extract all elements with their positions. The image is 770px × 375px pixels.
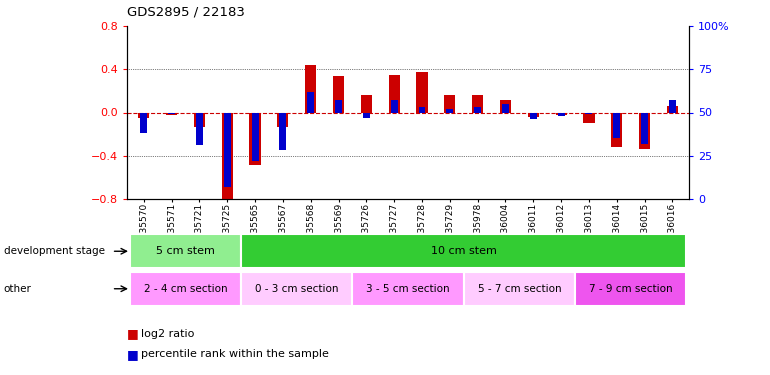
Bar bbox=[447, 109, 454, 112]
Text: 10 cm stem: 10 cm stem bbox=[431, 246, 497, 256]
Bar bbox=[472, 95, 484, 112]
Bar bbox=[194, 112, 205, 126]
Bar bbox=[241, 272, 353, 306]
Bar bbox=[196, 112, 203, 145]
Text: 0 - 3 cm section: 0 - 3 cm section bbox=[255, 284, 339, 294]
Bar bbox=[277, 112, 289, 126]
Bar bbox=[252, 112, 259, 161]
Bar bbox=[417, 72, 427, 112]
Bar bbox=[307, 92, 314, 112]
Text: 3 - 5 cm section: 3 - 5 cm section bbox=[367, 284, 450, 294]
Text: ■: ■ bbox=[127, 327, 142, 340]
Text: log2 ratio: log2 ratio bbox=[141, 329, 194, 339]
Bar bbox=[575, 272, 686, 306]
Bar bbox=[639, 112, 650, 149]
Bar bbox=[280, 112, 286, 150]
Bar bbox=[527, 112, 539, 117]
Bar bbox=[667, 106, 678, 112]
Bar bbox=[557, 112, 564, 116]
Text: percentile rank within the sample: percentile rank within the sample bbox=[141, 350, 329, 359]
Bar bbox=[222, 112, 233, 201]
Text: 2 - 4 cm section: 2 - 4 cm section bbox=[144, 284, 227, 294]
Text: other: other bbox=[4, 284, 32, 294]
Bar bbox=[611, 112, 622, 147]
Bar bbox=[168, 112, 175, 114]
Bar bbox=[249, 112, 260, 165]
Bar bbox=[464, 272, 575, 306]
Bar bbox=[614, 112, 621, 138]
Bar bbox=[353, 272, 464, 306]
Text: development stage: development stage bbox=[4, 246, 105, 256]
Bar bbox=[224, 112, 231, 187]
Bar bbox=[585, 112, 592, 114]
Bar bbox=[333, 76, 344, 112]
Text: 7 - 9 cm section: 7 - 9 cm section bbox=[589, 284, 672, 294]
Bar bbox=[305, 65, 316, 112]
Text: ■: ■ bbox=[127, 348, 142, 361]
Bar bbox=[389, 75, 400, 112]
Bar bbox=[474, 107, 481, 112]
Bar bbox=[361, 95, 372, 112]
Bar bbox=[530, 112, 537, 119]
Bar bbox=[390, 100, 397, 112]
Bar bbox=[669, 100, 676, 112]
Text: 5 cm stem: 5 cm stem bbox=[156, 246, 215, 256]
Bar bbox=[584, 112, 594, 123]
Bar bbox=[556, 112, 567, 115]
Bar bbox=[363, 112, 370, 118]
Bar bbox=[130, 272, 241, 306]
Bar bbox=[140, 112, 147, 133]
Bar bbox=[641, 112, 648, 144]
Bar bbox=[130, 234, 241, 268]
Text: GDS2895 / 22183: GDS2895 / 22183 bbox=[127, 6, 245, 19]
Bar bbox=[138, 112, 149, 118]
Bar bbox=[500, 100, 511, 112]
Bar bbox=[419, 107, 426, 112]
Bar bbox=[502, 104, 509, 112]
Bar bbox=[335, 100, 342, 112]
Bar bbox=[166, 112, 177, 115]
Text: 5 - 7 cm section: 5 - 7 cm section bbox=[477, 284, 561, 294]
Bar bbox=[444, 95, 455, 112]
Bar bbox=[241, 234, 686, 268]
